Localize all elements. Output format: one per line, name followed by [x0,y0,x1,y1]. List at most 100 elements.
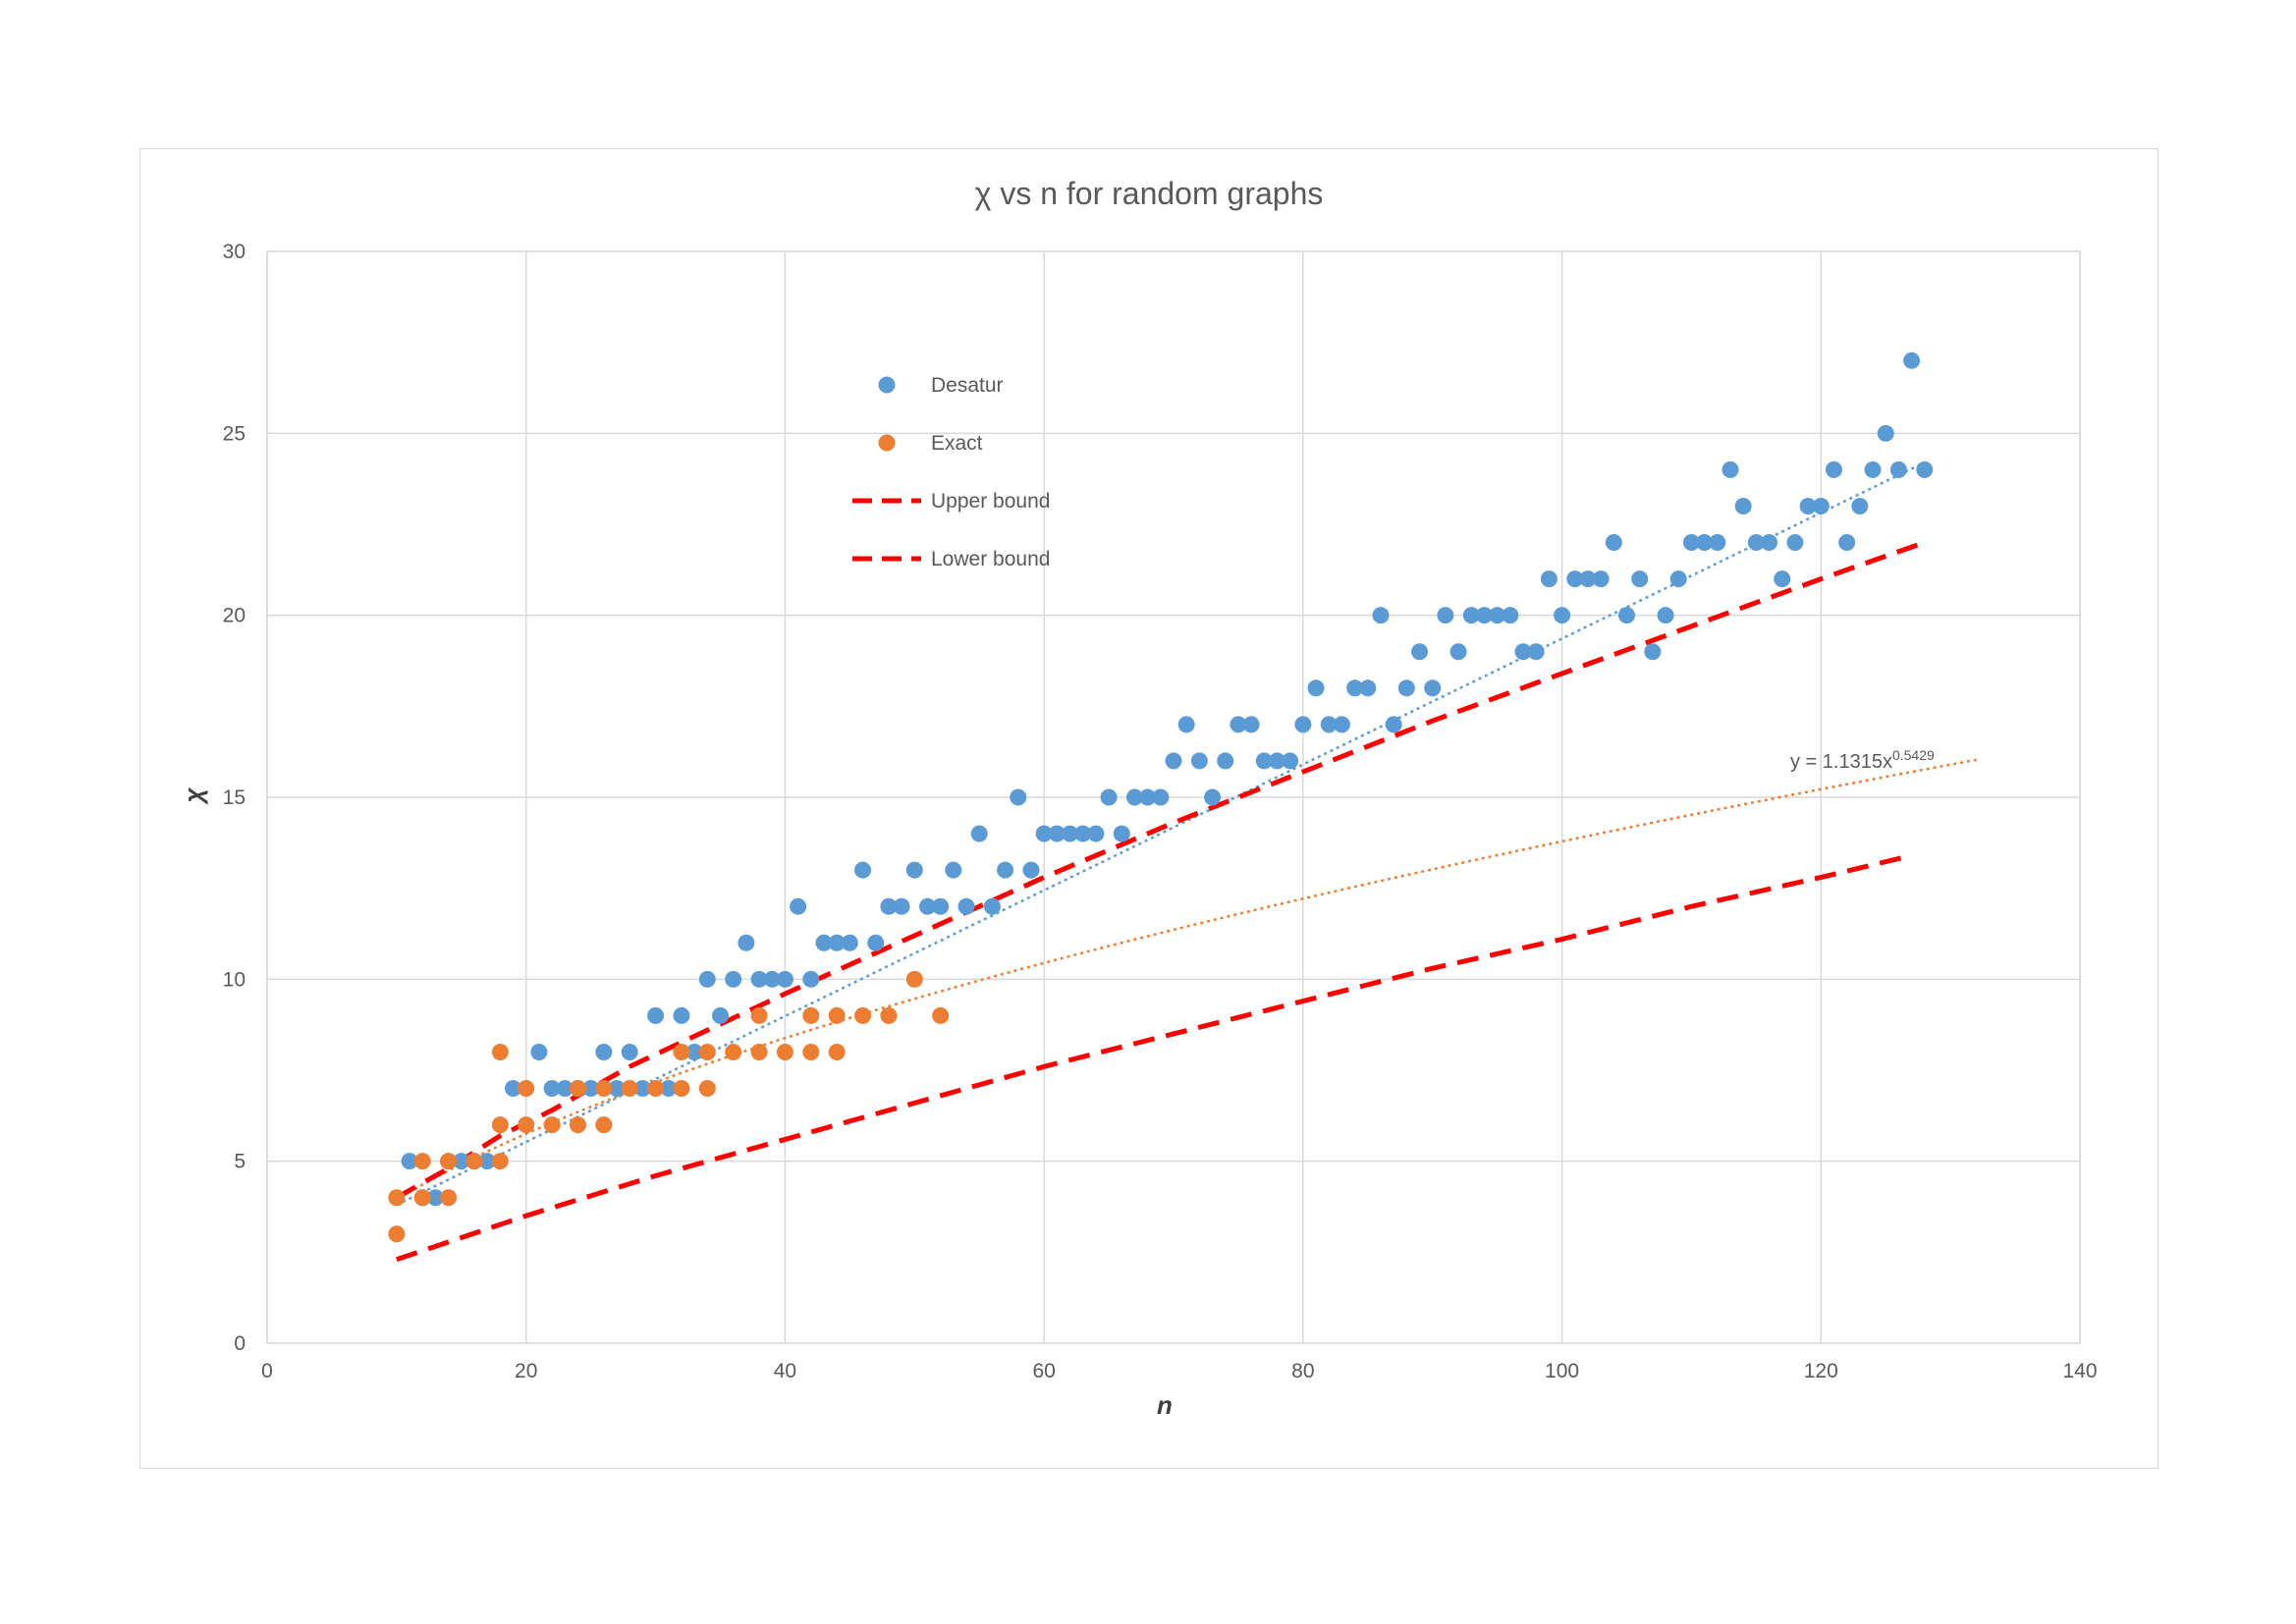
legend-marker [878,376,896,394]
data-point-exact [491,1116,509,1134]
data-point-desatur [685,1043,703,1060]
data-point-exact [491,1043,509,1060]
y-axis-label: χ [179,787,208,806]
data-point-desatur [790,897,807,915]
data-point-desatur [970,825,988,842]
data-point-desatur [453,1153,470,1170]
data-point-desatur [660,1080,678,1098]
data-point-desatur [1786,534,1804,552]
data-point-desatur [1268,752,1285,770]
legend-item: Lower bound [852,548,1050,570]
data-point-exact [543,1116,561,1134]
y-tick-label: 25 [223,422,246,445]
data-point-desatur [1449,643,1467,661]
data-point-exact [413,1189,431,1207]
data-point-desatur [1204,788,1222,806]
data-point-desatur [1851,497,1869,514]
data-point-desatur [1631,570,1649,588]
data-point-desatur [1125,788,1143,806]
data-point-desatur [1554,607,1571,624]
trendline-equation-exponent: 0.5429 [1892,747,1935,763]
data-point-exact [491,1153,509,1170]
x-tick-label: 40 [774,1360,796,1382]
data-point-desatur [1903,352,1921,369]
y-tick-label: 30 [223,241,246,263]
data-point-exact [776,1043,793,1060]
data-point-desatur [1074,825,1092,842]
data-point-desatur [1255,752,1273,770]
data-point-desatur [905,861,923,879]
data-point-desatur [1825,460,1842,478]
data-point-desatur [1333,716,1350,733]
x-tick-label: 120 [1804,1360,1838,1382]
x-tick-label: 20 [515,1360,537,1382]
data-point-desatur [608,1080,626,1098]
data-point-exact [673,1080,690,1098]
data-point-exact [698,1080,716,1098]
data-point-desatur [1424,679,1442,697]
data-point-desatur [841,934,858,951]
data-point-desatur [815,934,833,951]
data-point-desatur [918,897,936,915]
data-point-exact [828,1006,846,1024]
legend: Desatur Exact Upper bound Lower bound [852,374,1050,570]
data-point-desatur [1035,825,1053,842]
data-point-desatur [738,934,755,951]
x-tick-label: 60 [1032,1360,1055,1382]
data-point-desatur [1359,679,1377,697]
data-point-desatur [1657,607,1674,624]
data-point-desatur [505,1080,522,1098]
data-point-desatur [997,861,1014,879]
data-point-desatur [1385,716,1402,733]
data-point-exact [595,1080,613,1098]
data-point-desatur [426,1189,444,1207]
x-axis-label: n [1157,1390,1173,1420]
data-point-exact [725,1043,742,1060]
data-point-exact [621,1080,638,1098]
data-point-desatur [633,1080,651,1098]
data-point-desatur [582,1080,600,1098]
data-point-desatur [932,897,950,915]
legend-item: Exact [878,432,983,455]
data-point-exact [828,1043,846,1060]
data-point-desatur [1411,643,1429,661]
data-point-exact [750,1043,768,1060]
data-point-desatur [1502,607,1519,624]
data-point-exact [413,1153,431,1170]
data-point-desatur [725,970,742,988]
data-point-desatur [1566,570,1584,588]
data-point-desatur [673,1006,690,1024]
data-point-desatur [1113,825,1130,842]
data-point-desatur [712,1006,729,1024]
data-point-desatur [1838,534,1856,552]
data-point-desatur [1152,788,1170,806]
data-point-exact [569,1116,586,1134]
data-point-desatur [1462,607,1480,624]
data-point-desatur [1217,752,1234,770]
x-tick-label: 0 [261,1360,273,1382]
x-tick-label: 140 [2062,1360,2097,1382]
data-point-exact [388,1225,406,1243]
data-point-desatur [1540,570,1558,588]
data-point-desatur [1230,716,1247,733]
data-point-desatur [1242,716,1260,733]
data-point-desatur [1190,752,1208,770]
data-point-desatur [1916,460,1934,478]
data-point-exact [802,1043,820,1060]
x-tick-label: 100 [1545,1360,1579,1382]
data-point-desatur [1294,716,1312,733]
data-point-desatur [1372,607,1390,624]
trendline-equation: y = 1.1315x0.5429 [1790,747,1935,773]
data-point-desatur [1022,861,1040,879]
data-point-desatur [1579,570,1597,588]
data-point-desatur [1346,679,1364,697]
data-point-exact [673,1043,690,1060]
data-point-desatur [802,970,820,988]
trendline-exact [396,758,1977,1201]
data-point-desatur [1799,497,1817,514]
data-point-desatur [1592,570,1610,588]
data-point-exact [595,1116,613,1134]
data-point-desatur [1669,570,1687,588]
data-point-exact [750,1006,768,1024]
